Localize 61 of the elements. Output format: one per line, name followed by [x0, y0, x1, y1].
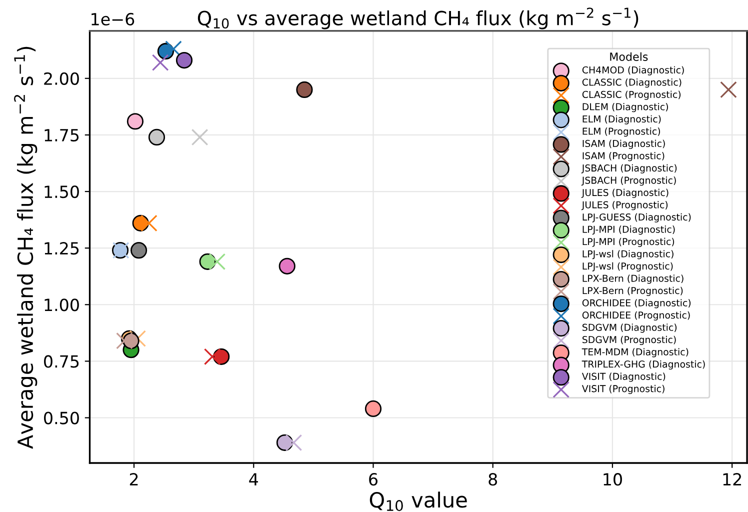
legend-label: ORCHIDEE (Prognostic): [582, 311, 690, 320]
legend-label: LPX-Bern (Diagnostic): [582, 274, 684, 284]
legend-title: Models: [610, 52, 648, 61]
chart-title: Q$_{10}$ vs average wetland CH₄ flux (kg m$^{−2}$ s$^{−1}$): [198, 8, 638, 30]
legend-label: JULES (Diagnostic): [581, 188, 668, 198]
legend-label: ELM (Prognostic): [582, 127, 660, 137]
x-tick-label: 8: [488, 473, 498, 486]
legend-label: LPJ-GUESS (Diagnostic): [582, 213, 691, 222]
legend-label: LPJ-wsl (Diagnostic): [582, 250, 674, 260]
point: [116, 332, 133, 350]
legend-label: LPJ-MPI (Diagnostic): [582, 226, 675, 235]
point: [208, 253, 226, 270]
legend-label: TRIPLEX-GHG (Diagnostic): [582, 360, 705, 370]
legend-label: CH4MOD (Diagnostic): [582, 66, 684, 76]
legend-label: ORCHIDEE (Diagnostic): [582, 299, 691, 308]
point: [176, 52, 193, 69]
legend-label: CLASSIC (Diagnostic): [582, 78, 682, 88]
point: [140, 214, 158, 232]
point: [285, 434, 302, 452]
legend-label: JULES (Prognostic): [581, 201, 668, 210]
legend-label: JSBACH (Diagnostic): [581, 164, 677, 174]
legend-label: LPJ-MPI (Prognostic): [582, 238, 674, 247]
point: [720, 81, 737, 98]
legend-label: LPJ-wsl (Prognostic): [582, 262, 673, 272]
legend-label: ISAM (Diagnostic): [582, 140, 665, 149]
y-axis-title: Average wetland CH₄ flux (kg m$^{−2}$ s$^{−1}$): [14, 46, 38, 449]
x-axis-title: Q$_{10}$ value: [370, 492, 467, 512]
y-tick-label: 0.50: [44, 412, 79, 424]
text: 1e−6: [92, 12, 134, 26]
legend-label: CLASSIC (Prognostic): [582, 90, 681, 100]
legend-label: SDGVM (Diagnostic): [582, 324, 677, 333]
point: [364, 400, 382, 418]
legend-label: ISAM (Prognostic): [582, 152, 664, 162]
y-tick-label: 1.75: [44, 129, 79, 142]
x-tick-label: 6: [369, 473, 378, 486]
legend-label: SDGVM (Prognostic): [582, 336, 676, 346]
legend-label: LPX-Bern (Prognostic): [582, 286, 683, 296]
point: [148, 128, 166, 146]
point: [204, 348, 221, 366]
x-tick-label: 4: [249, 473, 258, 486]
point: [152, 54, 169, 71]
y-tick-label: 1.50: [44, 185, 79, 198]
legend-label: VISIT (Diagnostic): [582, 372, 666, 382]
x-tick-label: 2: [130, 473, 138, 486]
x-tick-label: 12: [723, 473, 742, 486]
x-tick-label: 10: [604, 473, 622, 486]
point: [191, 128, 208, 146]
y-tick-label: 0.75: [44, 355, 79, 368]
point: [130, 242, 148, 259]
legend-label: JSBACH (Prognostic): [581, 176, 676, 186]
legend-label: TEM-MDM (Diagnostic): [582, 348, 688, 358]
legend-label: ELM (Diagnostic): [582, 115, 661, 124]
legend-label: DLEM (Diagnostic): [582, 102, 668, 112]
point: [129, 330, 146, 348]
y-tick-label: 1.00: [44, 298, 79, 312]
y-tick-label: 2.00: [44, 72, 79, 85]
point: [296, 81, 313, 98]
point: [278, 258, 296, 274]
point: [126, 113, 144, 130]
legend-label: VISIT (Prognostic): [582, 384, 664, 394]
y-tick-label: 1.25: [44, 242, 79, 255]
